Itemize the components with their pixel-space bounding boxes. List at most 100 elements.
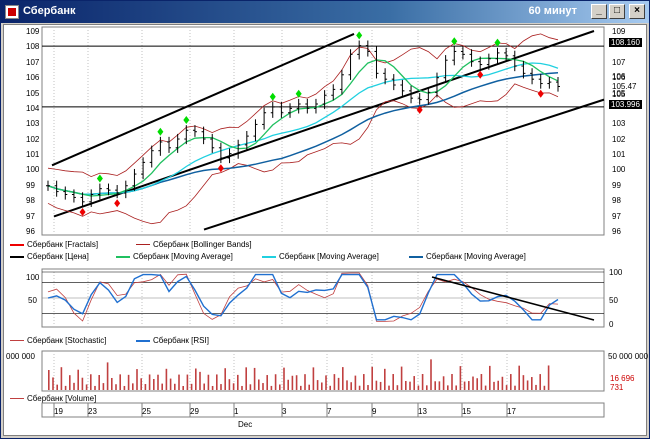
rsi-line: [47, 273, 559, 321]
volume-bar: [308, 384, 310, 390]
price-tick-right: 101: [612, 150, 626, 160]
current-small2-label: 105: [612, 90, 626, 99]
fractal-down-marker: [416, 105, 423, 114]
volume-bar: [115, 384, 117, 390]
price-tick-left: 97: [26, 211, 35, 221]
ma-fast-line: [47, 57, 559, 197]
date-label: 9: [372, 407, 377, 416]
volume-bar: [148, 374, 151, 390]
month-label: Dec: [238, 420, 253, 429]
window-title: Сбербанк: [23, 5, 76, 17]
close-button[interactable]: ×: [629, 4, 645, 19]
volume-bar: [224, 368, 226, 390]
volume-bar: [144, 384, 147, 390]
maximize-button[interactable]: □: [609, 4, 625, 19]
volume-bar: [274, 374, 277, 390]
volume-bar: [102, 383, 105, 390]
volume-bar: [421, 374, 424, 390]
volume-bar: [300, 385, 302, 390]
volume-bar: [132, 383, 134, 390]
volume-bar: [228, 379, 231, 390]
volume-bar: [77, 369, 79, 390]
legend-price: Сбербанк [Цена]: [10, 252, 89, 261]
volume-bar: [203, 383, 205, 390]
osc-tick-left-50: 50: [28, 296, 37, 305]
osc-tick-right-0: 0: [609, 320, 614, 329]
trend-channel-upper: [51, 33, 355, 167]
legend-stochastic: Сбербанк [Stochastic]: [10, 336, 107, 345]
volume-bar: [295, 375, 298, 390]
volume-bar: [522, 375, 525, 390]
volume-bar: [287, 379, 289, 390]
volume-bar: [384, 368, 386, 390]
volume-bar: [182, 385, 184, 390]
current-price-label: 105.47: [612, 82, 637, 91]
volume-bar: [190, 383, 193, 390]
volume-bar: [60, 367, 63, 390]
date-label: 23: [88, 407, 97, 416]
volume-bar: [262, 383, 264, 390]
volume-bar: [350, 382, 352, 390]
date-label: 3: [282, 407, 287, 416]
minimize-button[interactable]: _: [591, 4, 607, 19]
volume-bar: [258, 379, 260, 390]
volume-bar: [73, 382, 75, 390]
volume-bar: [392, 374, 394, 390]
volume-bar: [321, 382, 323, 390]
volume-bar: [253, 367, 256, 390]
volume-panel-frame: [41, 350, 605, 392]
app-icon: [5, 5, 19, 19]
fractal-up-marker: [269, 92, 276, 101]
price-tick-right: 103: [612, 119, 626, 129]
trend-channel-lower: [203, 98, 605, 231]
volume-bar: [447, 385, 449, 390]
fractal-down-marker: [477, 70, 484, 79]
fractal-down-marker: [79, 208, 86, 217]
volume-bar: [169, 378, 172, 390]
volume-bar: [505, 385, 508, 390]
price-tick-left: 107: [26, 57, 40, 67]
price-tick-right: 105: [612, 88, 626, 98]
chart-area[interactable]: 109 108 107 106 105 104 103 102 101 100 99 98 97 96 1…: [3, 24, 648, 436]
date-label: 25: [142, 407, 151, 416]
volume-bar: [493, 381, 495, 390]
volume-bar: [333, 374, 336, 390]
legend-fractals: Сбербанк [Fractals]: [10, 240, 98, 249]
price-tick-right: 102: [612, 134, 626, 144]
volume-bar: [283, 367, 285, 390]
volume-bar: [94, 385, 96, 390]
date-label: 7: [327, 407, 332, 416]
volume-bar: [438, 381, 441, 390]
volume-bar: [216, 374, 218, 390]
volume-bar: [241, 385, 243, 390]
legend-rsi: Сбербанк [RSI]: [136, 336, 209, 345]
chart-canvas[interactable]: [4, 25, 646, 435]
price-tick-left: 108: [26, 42, 40, 52]
volume-bar: [81, 377, 84, 390]
volume-bar: [304, 374, 306, 390]
volume-bar: [455, 385, 457, 390]
volume-bar: [476, 378, 478, 390]
price-tick-left: 101: [26, 150, 40, 160]
volume-bar: [371, 366, 373, 390]
volume-bar: [405, 380, 407, 390]
volume-bar: [111, 377, 113, 390]
volume-bar: [526, 380, 529, 390]
current-small-label: 106: [612, 72, 626, 81]
level-high-label: 108.160: [609, 38, 642, 47]
date-label: 19: [54, 407, 63, 416]
price-tick-left: 102: [26, 134, 40, 144]
volume-bar: [367, 385, 369, 390]
legend-ma-fast: Сбербанк [Moving Average]: [116, 252, 233, 261]
title-bar[interactable]: Сбербанк 60 минут _ □ ×: [1, 1, 649, 23]
volume-bar: [56, 384, 58, 390]
volume-bar: [510, 374, 512, 390]
volume-bar: [237, 374, 239, 390]
timeframe-label: 60 минут: [528, 5, 577, 17]
volume-bar: [249, 384, 252, 390]
volume-bar: [64, 385, 67, 390]
volume-bar: [245, 367, 247, 390]
date-label: 1: [234, 407, 239, 416]
volume-bar: [451, 374, 453, 390]
